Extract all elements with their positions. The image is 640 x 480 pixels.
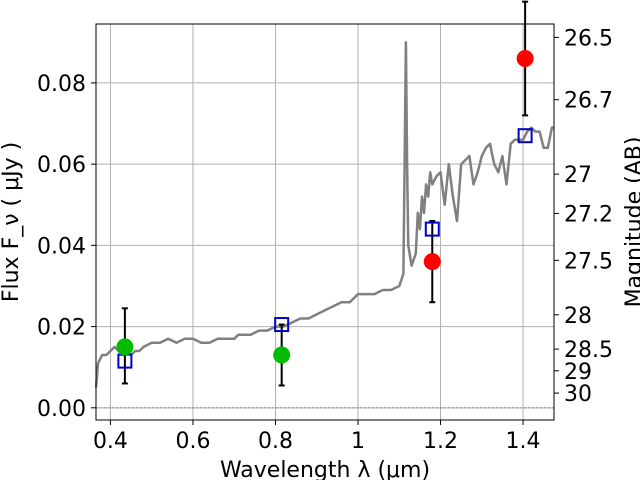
y2-tick-label: 29 (564, 360, 592, 385)
y2-tick-label: 27.5 (564, 249, 613, 274)
detection-point (423, 253, 441, 271)
errorbar-series (121, 0, 529, 387)
detection-point (116, 338, 134, 356)
y2-axis-title: Magnitude (AB) (622, 137, 640, 308)
y-axis-title: Flux F_ν ( μJy ) (0, 142, 24, 302)
y-tick-label: 0.06 (37, 153, 86, 178)
spectrum-line (94, 41, 554, 388)
plot-frame (95, 23, 555, 421)
model-photometry-point (517, 128, 533, 144)
x-axis-title: Wavelength λ (μm) (220, 458, 430, 480)
y2-tick-label: 27.2 (564, 202, 613, 227)
model-photometry-point (424, 221, 440, 237)
y2-tick-label: 26.7 (564, 89, 613, 114)
x-tick-label: 1.4 (506, 429, 541, 454)
x-axis-ticks: 0.4 0.6 0.8 1 1.2 1.4 (93, 420, 541, 454)
y-tick-label: 0.02 (37, 316, 86, 341)
y2-tick-label: 26.5 (564, 26, 613, 51)
model-photometry-point (274, 317, 290, 333)
spectrum-series (94, 41, 554, 388)
x-tick-label: 1 (351, 429, 365, 454)
detection-series (116, 50, 534, 364)
y-axis-ticks: 0.00 0.02 0.04 0.06 0.08 (37, 72, 96, 422)
y2-tick-label: 28 (564, 304, 592, 329)
y-tick-label: 0.00 (37, 397, 86, 422)
x-tick-label: 0.4 (93, 429, 128, 454)
detection-point (516, 50, 534, 68)
y2-tick-label: 28.5 (564, 338, 613, 363)
x-tick-label: 0.8 (258, 429, 293, 454)
y-tick-label: 0.04 (37, 234, 86, 259)
grid-lines (96, 24, 554, 420)
y2-tick-label: 27 (564, 163, 592, 188)
y2-tick-label: 30 (564, 382, 592, 407)
x-tick-label: 0.6 (175, 429, 210, 454)
x-tick-label: 1.2 (423, 429, 458, 454)
detection-point (273, 346, 291, 364)
y-tick-label: 0.08 (37, 72, 86, 97)
